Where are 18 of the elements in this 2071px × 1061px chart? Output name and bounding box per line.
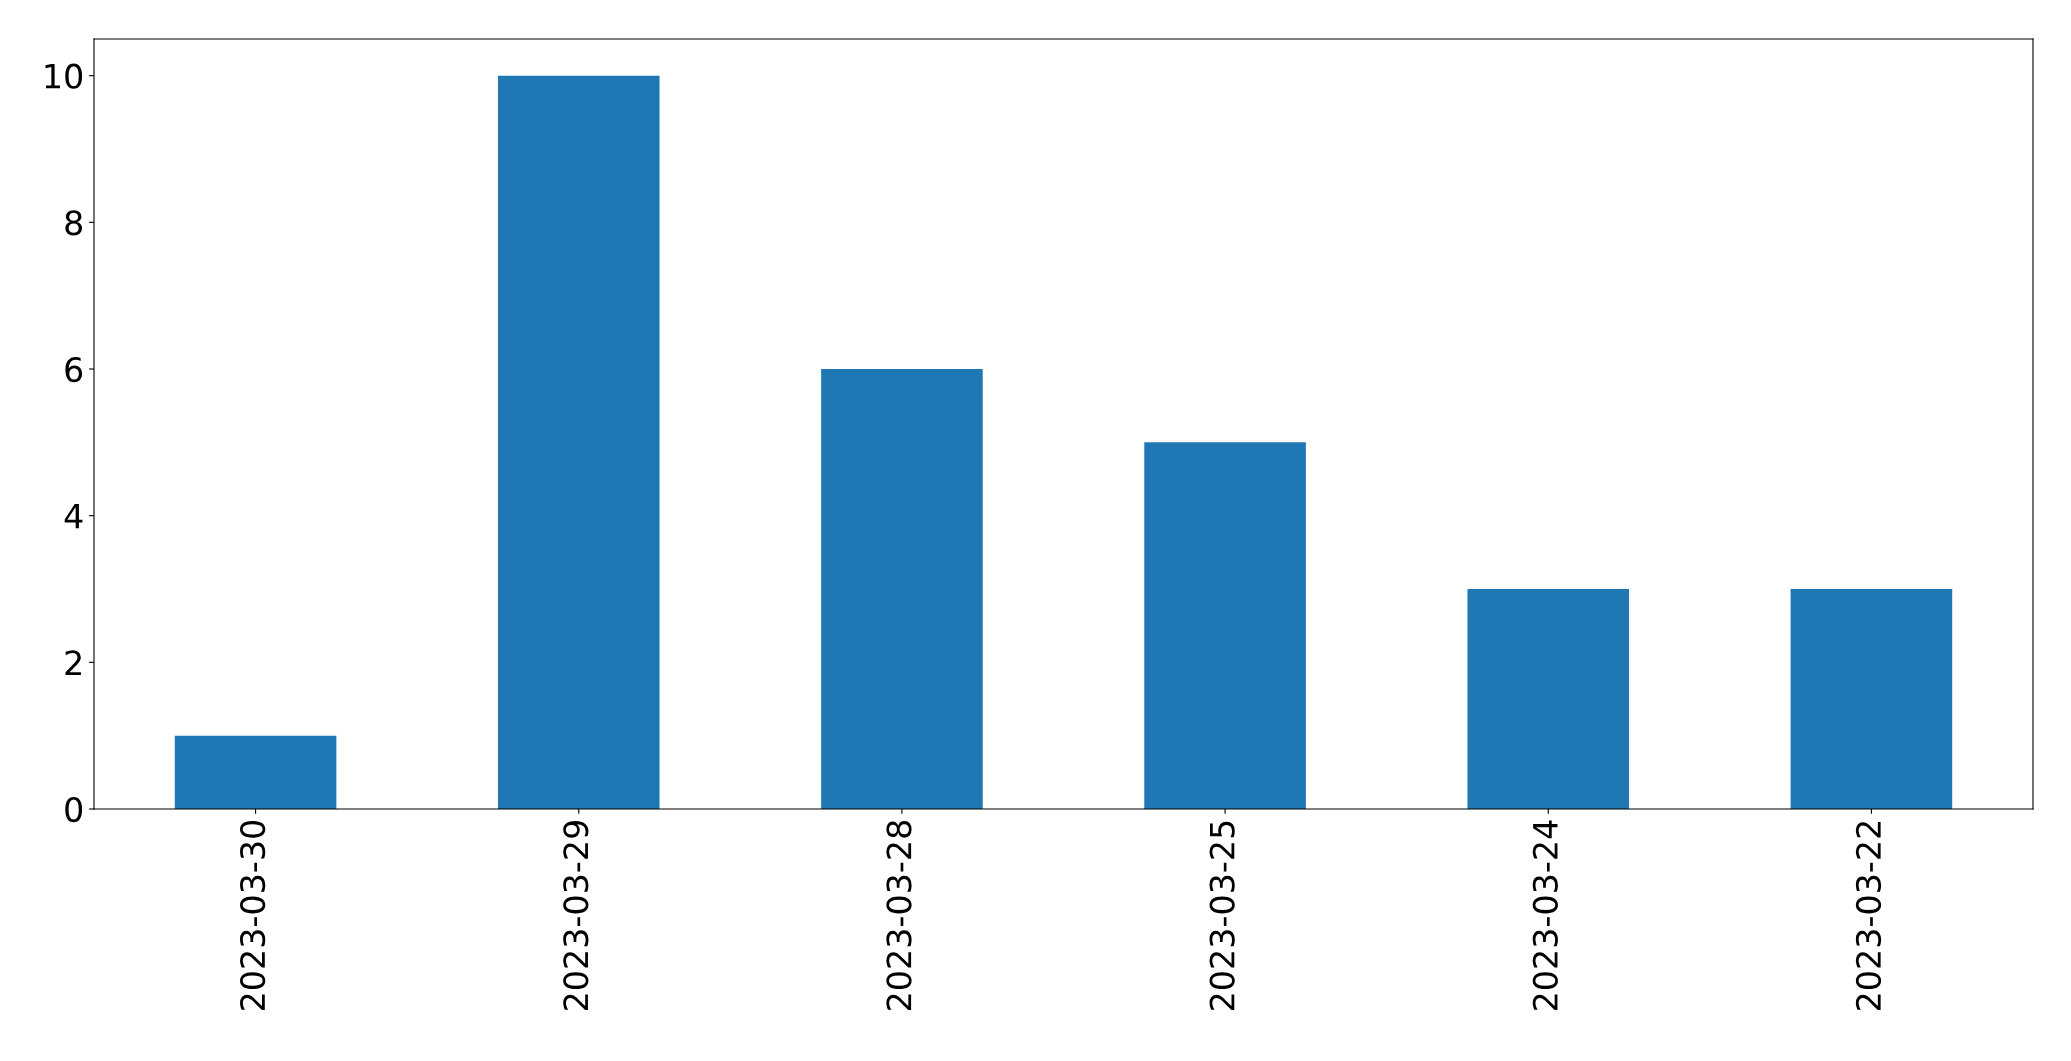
bar bbox=[821, 369, 983, 809]
x-tick-label: 2023-03-29 bbox=[563, 821, 589, 1010]
y-tick-label: 10 bbox=[45, 63, 83, 89]
y-tick-label: 0 bbox=[65, 796, 83, 823]
y-tick-label: 2 bbox=[65, 650, 81, 675]
y-tick-label: 4 bbox=[64, 504, 83, 529]
x-tick-label: 2023-03-30 bbox=[240, 820, 266, 1010]
x-tick-label: 2023-03-22 bbox=[1855, 822, 1882, 1010]
bar bbox=[1790, 589, 1953, 809]
x-tick-label: 2023-03-25 bbox=[1209, 821, 1235, 1010]
bar bbox=[174, 735, 337, 809]
x-tick-label: 2023-03-28 bbox=[886, 821, 912, 1010]
bar bbox=[497, 75, 660, 809]
bar bbox=[1467, 589, 1630, 809]
y-tick-label: 8 bbox=[65, 210, 82, 236]
bar bbox=[1144, 442, 1306, 809]
x-tick-label: 2023-03-24 bbox=[1532, 820, 1558, 1010]
y-tick-label: 6 bbox=[65, 356, 83, 383]
